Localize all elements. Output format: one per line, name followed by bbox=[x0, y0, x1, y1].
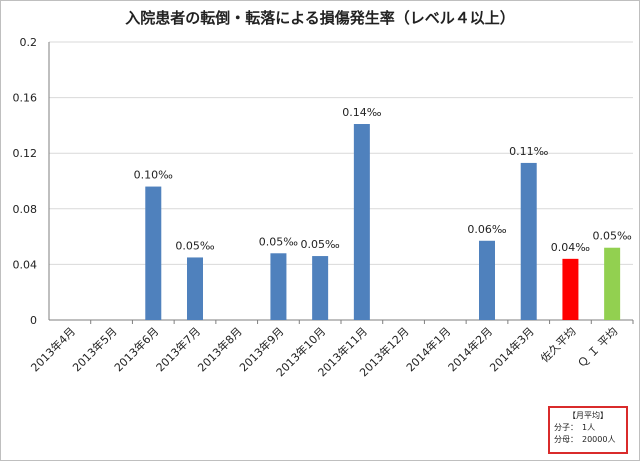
x-category-label: 2013年8月 bbox=[195, 324, 245, 374]
x-category-label: 2013年5月 bbox=[69, 324, 119, 374]
y-tick-label: 0.04 bbox=[13, 258, 38, 271]
bar bbox=[353, 124, 370, 320]
data-label: 0.14‰ bbox=[342, 106, 381, 119]
data-label: 0.10‰ bbox=[134, 169, 173, 182]
bar bbox=[562, 258, 579, 320]
data-label: 0.04‰ bbox=[551, 241, 590, 254]
x-category-label: 2013年6月 bbox=[111, 324, 161, 374]
data-label: 0.05‰ bbox=[175, 239, 214, 252]
bar bbox=[312, 256, 329, 320]
y-tick-label: 0.08 bbox=[13, 203, 38, 216]
data-label: 0.05‰ bbox=[593, 230, 632, 243]
data-label: 0.06‰ bbox=[467, 223, 506, 236]
bar bbox=[520, 162, 537, 320]
bar bbox=[270, 253, 287, 320]
bar bbox=[479, 240, 495, 320]
x-category-label: 佐久平均 bbox=[538, 324, 579, 365]
x-category-label: 2013年4月 bbox=[28, 324, 78, 374]
note-denominator: 分母： 20000人 bbox=[554, 435, 616, 444]
note-heading: 【月平均】 bbox=[568, 411, 608, 420]
x-category-label: 2014年3月 bbox=[487, 324, 537, 374]
monthly-average-note: 【月平均】 分子： 1人 分母： 20000人 bbox=[548, 406, 628, 454]
data-label: 0.11‰ bbox=[509, 145, 548, 158]
chart-title: 入院患者の転倒・転落による損傷発生率（レベル４以上） bbox=[125, 9, 515, 27]
bar bbox=[145, 186, 162, 320]
note-numerator: 分子： 1人 bbox=[554, 423, 596, 432]
y-tick-label: 0.16 bbox=[13, 92, 38, 105]
y-tick-label: 0.12 bbox=[13, 147, 38, 160]
y-tick-label: 0.2 bbox=[20, 36, 38, 49]
x-category-label: 2014年1月 bbox=[403, 324, 453, 374]
data-label: 0.05‰ bbox=[301, 238, 340, 251]
y-tick-label: 0 bbox=[30, 314, 37, 327]
x-category-label: 2013年7月 bbox=[153, 324, 203, 374]
bar bbox=[187, 257, 203, 320]
data-label: 0.05‰ bbox=[259, 235, 298, 248]
x-category-label: 2014年2月 bbox=[445, 324, 495, 374]
bar bbox=[604, 247, 621, 320]
x-category-label: Ｑ Ｉ 平均 bbox=[575, 325, 620, 370]
